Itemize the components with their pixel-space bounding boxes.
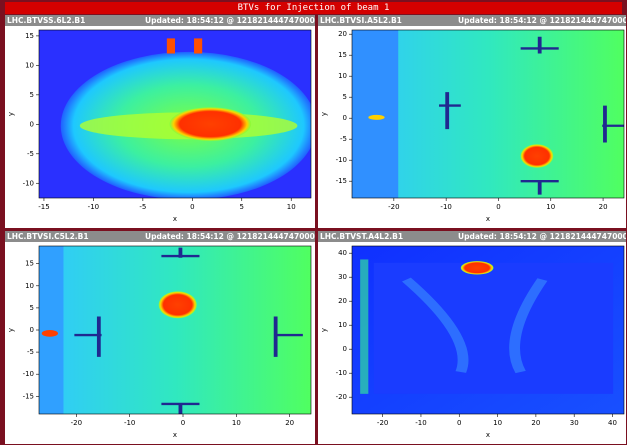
update-time: Updated: 18:54:12 @ 1218214447470000000 [458,15,627,26]
y-tick-label: 0 [30,120,34,128]
camera-panel: LHC.BTVSI.C5L2.B1 Updated: 18:54:12 @ 121… [5,231,315,444]
camera-name: LHC.BTVSI.C5L2.B1 [7,231,89,242]
plot: -20 -10 0 10 20 -15 -10 -5 0 5 10 15 20 x y [318,26,627,228]
camera-panel: LHC.BTVST.A4L2.B1 Updated: 18:54:12 @ 121… [318,231,627,444]
beam-image [352,246,624,414]
update-time: Updated: 18:54:12 @ 1218214447470000000 [145,15,315,26]
x-tick-label: 0 [496,203,500,211]
y-tick-label: 5 [30,91,34,99]
x-tick-label: 10 [493,419,502,427]
y-tick-label: -15 [23,392,34,400]
x-tick-label: 0 [181,419,185,427]
x-axis-label: x [173,215,177,223]
x-tick-label: 10 [546,203,555,211]
y-tick-label: 0 [343,345,347,353]
x-tick-label: 30 [570,419,579,427]
panel-header: LHC.BTVSI.C5L2.B1 Updated: 18:54:12 @ 121… [5,231,315,242]
y-tick-label: 10 [25,61,34,69]
y-tick-label: 5 [343,93,347,101]
y-tick-label: 10 [25,282,34,290]
x-axis-label: x [486,215,490,223]
x-tick-label: 5 [240,203,244,211]
y-tick-label: 0 [343,114,347,122]
y-tick-label: 15 [25,32,34,40]
y-tick-label: 15 [338,51,347,59]
window: BTVs for Injection of beam 1 LHC.BTVSS.6… [0,0,627,445]
plot: -20 -10 0 10 20 30 40 -20 -10 0 10 20 30 40 x y [318,242,627,444]
y-tick-label: -5 [340,135,347,143]
camera-name: LHC.BTVSI.A5L2.B1 [320,15,402,26]
y-tick-label: -10 [336,156,347,164]
x-tick-label: -20 [377,419,388,427]
x-tick-label: 40 [608,419,617,427]
y-tick-label: -5 [27,348,34,356]
x-axis-label: x [486,431,490,439]
x-tick-label: 20 [599,203,608,211]
beam-image [39,30,315,200]
camera-panel: LHC.BTVSI.A5L2.B1 Updated: 18:54:12 @ 121… [318,15,627,228]
x-tick-label: -10 [124,419,135,427]
x-tick-label: 10 [232,419,241,427]
camera-panel: LHC.BTVSS.6L2.B1 Updated: 18:54:12 @ 1218… [5,15,315,228]
beam-image [352,30,624,198]
y-axis-label: y [7,328,15,332]
panel-header: LHC.BTVST.A4L2.B1 Updated: 18:54:12 @ 121… [318,231,627,242]
x-tick-label: -10 [88,203,99,211]
camera-name: LHC.BTVSS.6L2.B1 [7,15,85,26]
x-tick-label: -20 [71,419,82,427]
camera-name: LHC.BTVST.A4L2.B1 [320,231,403,242]
x-tick-label: -5 [139,203,146,211]
y-tick-label: 40 [338,249,347,257]
y-axis-label: y [320,112,328,116]
update-time: Updated: 18:54:12 @ 1218214447470000000 [458,231,627,242]
y-tick-label: 15 [25,260,34,268]
y-axis-label: y [7,112,15,116]
plot: -20 -10 0 10 20 -15 -10 -5 0 5 10 15 x y [5,242,315,444]
panel-header: LHC.BTVSS.6L2.B1 Updated: 18:54:12 @ 1218… [5,15,315,26]
y-tick-label: 30 [338,273,347,281]
y-tick-label: -15 [336,177,347,185]
x-tick-label: -10 [440,203,451,211]
x-tick-label: -10 [415,419,426,427]
panel-header: LHC.BTVSI.A5L2.B1 Updated: 18:54:12 @ 121… [318,15,627,26]
y-tick-label: 10 [338,72,347,80]
y-tick-label: 20 [338,30,347,38]
y-tick-label: 5 [30,304,34,312]
window-title: BTVs for Injection of beam 1 [5,2,622,14]
y-tick-label: 20 [338,297,347,305]
x-tick-label: 0 [190,203,194,211]
x-axis-label: x [173,431,177,439]
x-tick-label: -20 [388,203,399,211]
y-tick-label: -10 [23,179,34,187]
x-tick-label: 0 [457,419,461,427]
y-tick-label: 0 [30,326,34,334]
x-tick-label: 20 [285,419,294,427]
x-tick-label: -15 [38,203,49,211]
y-axis-label: y [320,328,328,332]
y-tick-label: -5 [27,150,34,158]
y-tick-label: 10 [338,321,347,329]
y-tick-label: -20 [336,393,347,401]
plot: -15 -10 -5 0 5 10 -10 -5 0 5 10 15 x y [5,26,315,228]
update-time: Updated: 18:54:12 @ 1218214447470000000 [145,231,315,242]
y-tick-label: -10 [336,369,347,377]
x-tick-label: 20 [531,419,540,427]
x-tick-label: 10 [287,203,296,211]
beam-image [39,246,311,414]
y-tick-label: -10 [23,370,34,378]
